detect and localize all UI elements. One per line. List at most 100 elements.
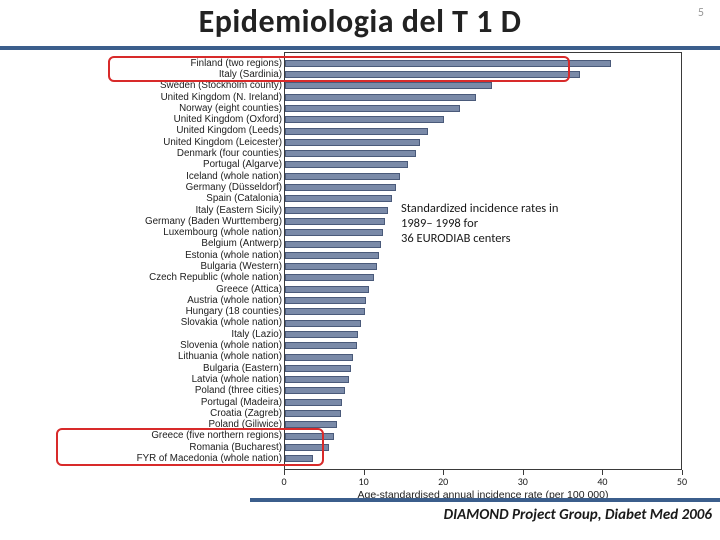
bar [285, 161, 408, 168]
bar-row: Germany (Düsseldorf) [38, 182, 698, 193]
bar-label: United Kingdom (Leicester) [36, 137, 282, 148]
bar-label: Austria (whole nation) [36, 295, 282, 306]
bar [285, 331, 358, 338]
bar-label: Bulgaria (Western) [36, 261, 282, 272]
bar-label: Greece (Attica) [36, 284, 282, 295]
bar-label: United Kingdom (Leeds) [36, 125, 282, 136]
bar-row: Bulgaria (Western) [38, 261, 698, 272]
bar-row: Czech Republic (whole nation) [38, 272, 698, 283]
bar-label: Germany (Düsseldorf) [36, 182, 282, 193]
bar-row: Latvia (whole nation) [38, 374, 698, 385]
chart-caption: Standardized incidence rates in 1989– 19… [401, 201, 603, 246]
bar-row: Slovenia (whole nation) [38, 340, 698, 351]
bar-label: Denmark (four counties) [36, 148, 282, 159]
bar-label: Luxembourg (whole nation) [36, 227, 282, 238]
bar-row: Italy (Sardinia) [38, 69, 698, 80]
bar [285, 421, 337, 428]
bar [285, 263, 377, 270]
bar [285, 218, 385, 225]
bar-row: Portugal (Algarve) [38, 159, 698, 170]
bar [285, 444, 329, 451]
bar [285, 252, 379, 259]
bar-label: Portugal (Madeira) [36, 397, 282, 408]
bar [285, 60, 611, 67]
bar-row: Poland (three cities) [38, 385, 698, 396]
caption-line: 1989– 1998 for [401, 216, 603, 231]
bar [285, 297, 366, 304]
bar-row: Poland (Giliwice) [38, 419, 698, 430]
bar-row: Hungary (18 counties) [38, 306, 698, 317]
bar-row: United Kingdom (Leicester) [38, 137, 698, 148]
bar-label: Lithuania (whole nation) [36, 351, 282, 362]
bar-label: Estonia (whole nation) [36, 250, 282, 261]
bar-label: Italy (Sardinia) [36, 69, 282, 80]
bar-label: Portugal (Algarve) [36, 159, 282, 170]
bar-row: Iceland (whole nation) [38, 171, 698, 182]
xtick-label: 20 [438, 475, 448, 488]
bar-row: Slovakia (whole nation) [38, 317, 698, 328]
bar [285, 116, 444, 123]
bar-label: Croatia (Zagreb) [36, 408, 282, 419]
title-underline [0, 46, 720, 50]
slide: Epidemiologia del T 1 D 5 Finland (two r… [0, 0, 720, 540]
bar-row: Estonia (whole nation) [38, 250, 698, 261]
bar-label: Latvia (whole nation) [36, 374, 282, 385]
bar [285, 94, 476, 101]
bar-label: United Kingdom (N. Ireland) [36, 92, 282, 103]
bar [285, 195, 392, 202]
bar-row: United Kingdom (Oxford) [38, 114, 698, 125]
bar-row: United Kingdom (Leeds) [38, 125, 698, 136]
bar [285, 354, 353, 361]
bottom-accent-line [250, 498, 720, 502]
slide-title: Epidemiologia del T 1 D [0, 2, 720, 41]
bar-row: Denmark (four counties) [38, 148, 698, 159]
bar [285, 150, 416, 157]
bar [285, 410, 341, 417]
bar [285, 128, 428, 135]
bar [285, 308, 365, 315]
bar-label: Germany (Baden Wurttemberg) [36, 216, 282, 227]
bar-row: Finland (two regions) [38, 58, 698, 69]
bar [285, 320, 361, 327]
bar-row: Portugal (Madeira) [38, 397, 698, 408]
bar [285, 286, 369, 293]
bar-label: Finland (two regions) [36, 58, 282, 69]
incidence-chart: Finland (two regions)Italy (Sardinia)Swe… [38, 52, 698, 492]
bar [285, 82, 492, 89]
bar-label: Spain (Catalonia) [36, 193, 282, 204]
caption-line: 36 EURODIAB centers [401, 231, 603, 246]
bar-row: Romania (Bucharest) [38, 442, 698, 453]
bar-label: Italy (Lazio) [36, 329, 282, 340]
bar-row: Austria (whole nation) [38, 295, 698, 306]
bar [285, 173, 400, 180]
bar [285, 105, 460, 112]
bar-row: Bulgaria (Eastern) [38, 363, 698, 374]
bar-label: Bulgaria (Eastern) [36, 363, 282, 374]
bar [285, 433, 334, 440]
bar [285, 376, 349, 383]
bar-row: Greece (Attica) [38, 284, 698, 295]
bar-row: Lithuania (whole nation) [38, 351, 698, 362]
bar [285, 139, 420, 146]
bar-row: Italy (Lazio) [38, 329, 698, 340]
bar-label: Belgium (Antwerp) [36, 238, 282, 249]
bar-row: Greece (five northern regions) [38, 430, 698, 441]
xtick-label: 10 [359, 475, 369, 488]
bar-label: Czech Republic (whole nation) [36, 272, 282, 283]
bar-label: Poland (Giliwice) [36, 419, 282, 430]
xtick-label: 30 [518, 475, 528, 488]
citation-text: DIAMOND Project Group, Diabet Med 2006 [0, 506, 716, 524]
page-number: 5 [698, 6, 704, 20]
bar-row: FYR of Macedonia (whole nation) [38, 453, 698, 464]
bar-label: Poland (three cities) [36, 385, 282, 396]
xtick-label: 0 [281, 475, 286, 488]
bar [285, 274, 374, 281]
bar-label: Romania (Bucharest) [36, 442, 282, 453]
xtick-label: 50 [677, 475, 687, 488]
bar-label: FYR of Macedonia (whole nation) [36, 453, 282, 464]
bar [285, 387, 345, 394]
bar-label: Greece (five northern regions) [36, 430, 282, 441]
bar [285, 455, 313, 462]
xtick-label: 40 [597, 475, 607, 488]
caption-line: Standardized incidence rates in [401, 201, 603, 216]
